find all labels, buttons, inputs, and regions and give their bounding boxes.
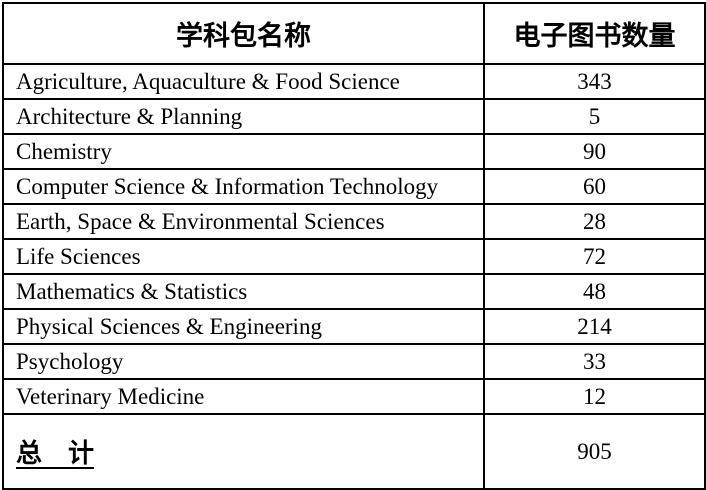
book-count-cell: 5 (483, 98, 706, 135)
subject-name-cell: Earth, Space & Environmental Sciences (2, 203, 485, 240)
table-row: Veterinary Medicine 12 (2, 378, 706, 415)
book-count-cell: 12 (483, 378, 706, 415)
header-subject-package-name: 学科包名称 (2, 2, 485, 65)
book-count-cell: 28 (483, 203, 706, 240)
subject-name-cell: Physical Sciences & Engineering (2, 308, 485, 345)
total-row: 总 计 905 (2, 413, 706, 490)
subject-name-cell: Life Sciences (2, 238, 485, 275)
table-row: Architecture & Planning 5 (2, 98, 706, 135)
table-row: Chemistry 90 (2, 133, 706, 170)
table-row: Physical Sciences & Engineering 214 (2, 308, 706, 345)
header-ebook-count: 电子图书数量 (483, 2, 706, 65)
subject-name-cell: Computer Science & Information Technolog… (2, 168, 485, 205)
subject-name-cell: Veterinary Medicine (2, 378, 485, 415)
header-row: 学科包名称 电子图书数量 (2, 2, 706, 65)
table-row: Psychology 33 (2, 343, 706, 380)
book-count-cell: 90 (483, 133, 706, 170)
book-count-cell: 72 (483, 238, 706, 275)
subject-name-cell: Agriculture, Aquaculture & Food Science (2, 63, 485, 100)
book-count-cell: 214 (483, 308, 706, 345)
table-row: Life Sciences 72 (2, 238, 706, 275)
book-count-cell: 60 (483, 168, 706, 205)
book-count-cell: 48 (483, 273, 706, 310)
subject-name-cell: Mathematics & Statistics (2, 273, 485, 310)
subject-name-cell: Chemistry (2, 133, 485, 170)
table-row: Mathematics & Statistics 48 (2, 273, 706, 310)
total-value-cell: 905 (483, 413, 706, 490)
subject-name-cell: Psychology (2, 343, 485, 380)
subject-name-cell: Architecture & Planning (2, 98, 485, 135)
book-count-cell: 33 (483, 343, 706, 380)
total-label-cell: 总 计 (2, 413, 485, 490)
table-row: Computer Science & Information Technolog… (2, 168, 706, 205)
table-row: Agriculture, Aquaculture & Food Science … (2, 63, 706, 100)
book-count-cell: 343 (483, 63, 706, 100)
table-row: Earth, Space & Environmental Sciences 28 (2, 203, 706, 240)
total-label: 总 计 (16, 438, 95, 468)
